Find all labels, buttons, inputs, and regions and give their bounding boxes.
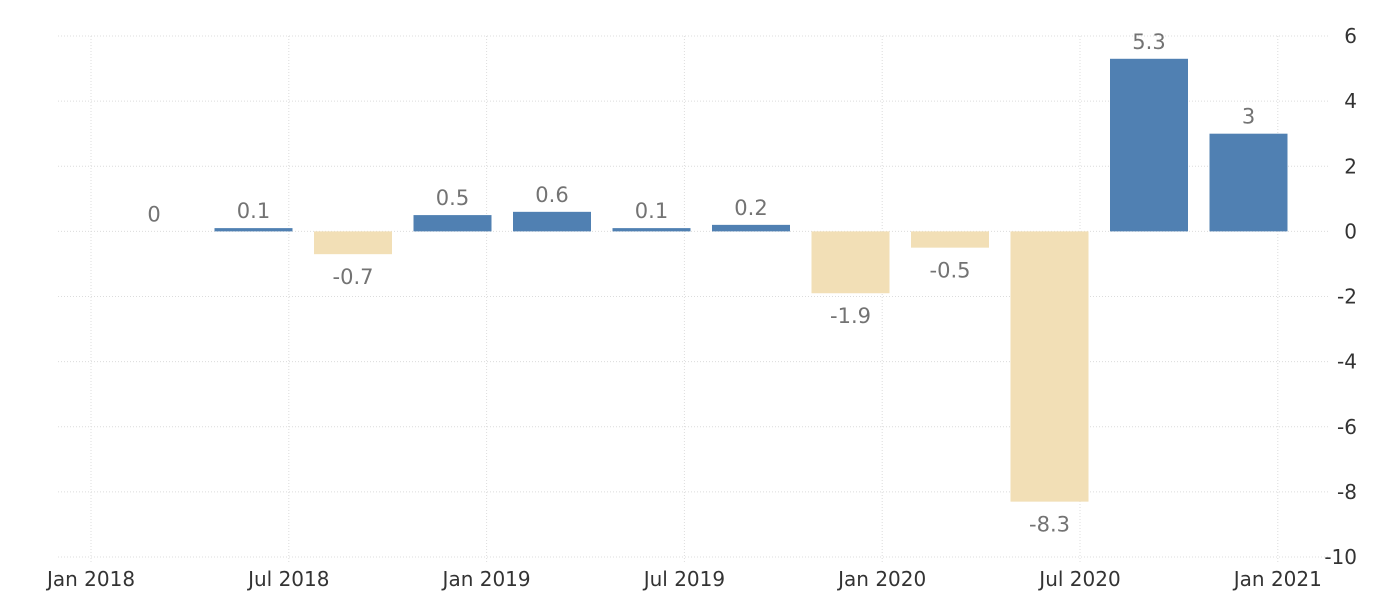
bar (1110, 58, 1188, 232)
bar (413, 215, 492, 232)
bar (214, 228, 293, 232)
y-tick-label: -10 (1324, 545, 1357, 569)
x-tick-label: Jan 2020 (836, 567, 926, 591)
data-label: 0 (147, 202, 160, 226)
bar (811, 231, 890, 294)
data-label: 0.5 (436, 186, 469, 210)
bars (214, 58, 1288, 502)
x-tick-label: Jul 2019 (642, 567, 725, 591)
data-label: -0.5 (930, 259, 971, 283)
y-tick-label: 4 (1344, 89, 1357, 113)
y-tick-label: 6 (1344, 24, 1357, 48)
x-tick-label: Jan 2019 (441, 567, 531, 591)
y-tick-label: -4 (1337, 350, 1357, 374)
y-tick-label: -6 (1337, 415, 1357, 439)
bar (314, 231, 392, 255)
data-label: -8.3 (1029, 513, 1070, 537)
x-tick-label: Jul 2018 (246, 567, 329, 591)
y-tick-label: 0 (1344, 219, 1357, 243)
grid (58, 35, 1330, 563)
y-tick-label: -2 (1337, 285, 1357, 309)
data-label: -1.9 (830, 304, 871, 328)
data-label: -0.7 (333, 265, 374, 289)
data-label: 0.1 (237, 199, 270, 223)
data-label: 0.1 (635, 199, 668, 223)
bar (513, 211, 591, 232)
y-axis-ticks: 6 4 2 0 -2 -4 -6 -8 -10 (1324, 24, 1357, 569)
data-label: 3 (1242, 105, 1255, 129)
x-tick-label: Jan 2021 (1232, 567, 1322, 591)
x-tick-label: Jan 2018 (45, 567, 135, 591)
data-labels: 0 0.1 -0.7 0.5 0.6 0.1 0.2 -1.9 -0.5 -8.3 5.3 3 (147, 30, 1255, 537)
bar (612, 228, 691, 232)
data-label: 0.2 (734, 196, 767, 220)
bar (1010, 231, 1089, 502)
bar (911, 231, 989, 248)
data-label: 5.3 (1132, 30, 1165, 54)
bar (712, 224, 790, 232)
x-tick-label: Jul 2020 (1037, 567, 1120, 591)
bar (1209, 133, 1288, 232)
y-tick-label: 2 (1344, 154, 1357, 178)
x-axis-ticks: Jan 2018 Jul 2018 Jan 2019 Jul 2019 Jan 2020… (45, 567, 1322, 591)
data-label: 0.6 (535, 183, 568, 207)
y-tick-label: -8 (1337, 480, 1357, 504)
